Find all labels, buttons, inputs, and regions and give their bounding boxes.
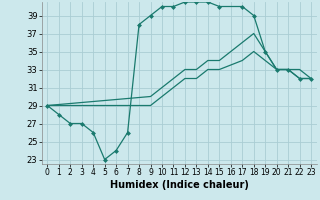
X-axis label: Humidex (Indice chaleur): Humidex (Indice chaleur)	[110, 180, 249, 190]
